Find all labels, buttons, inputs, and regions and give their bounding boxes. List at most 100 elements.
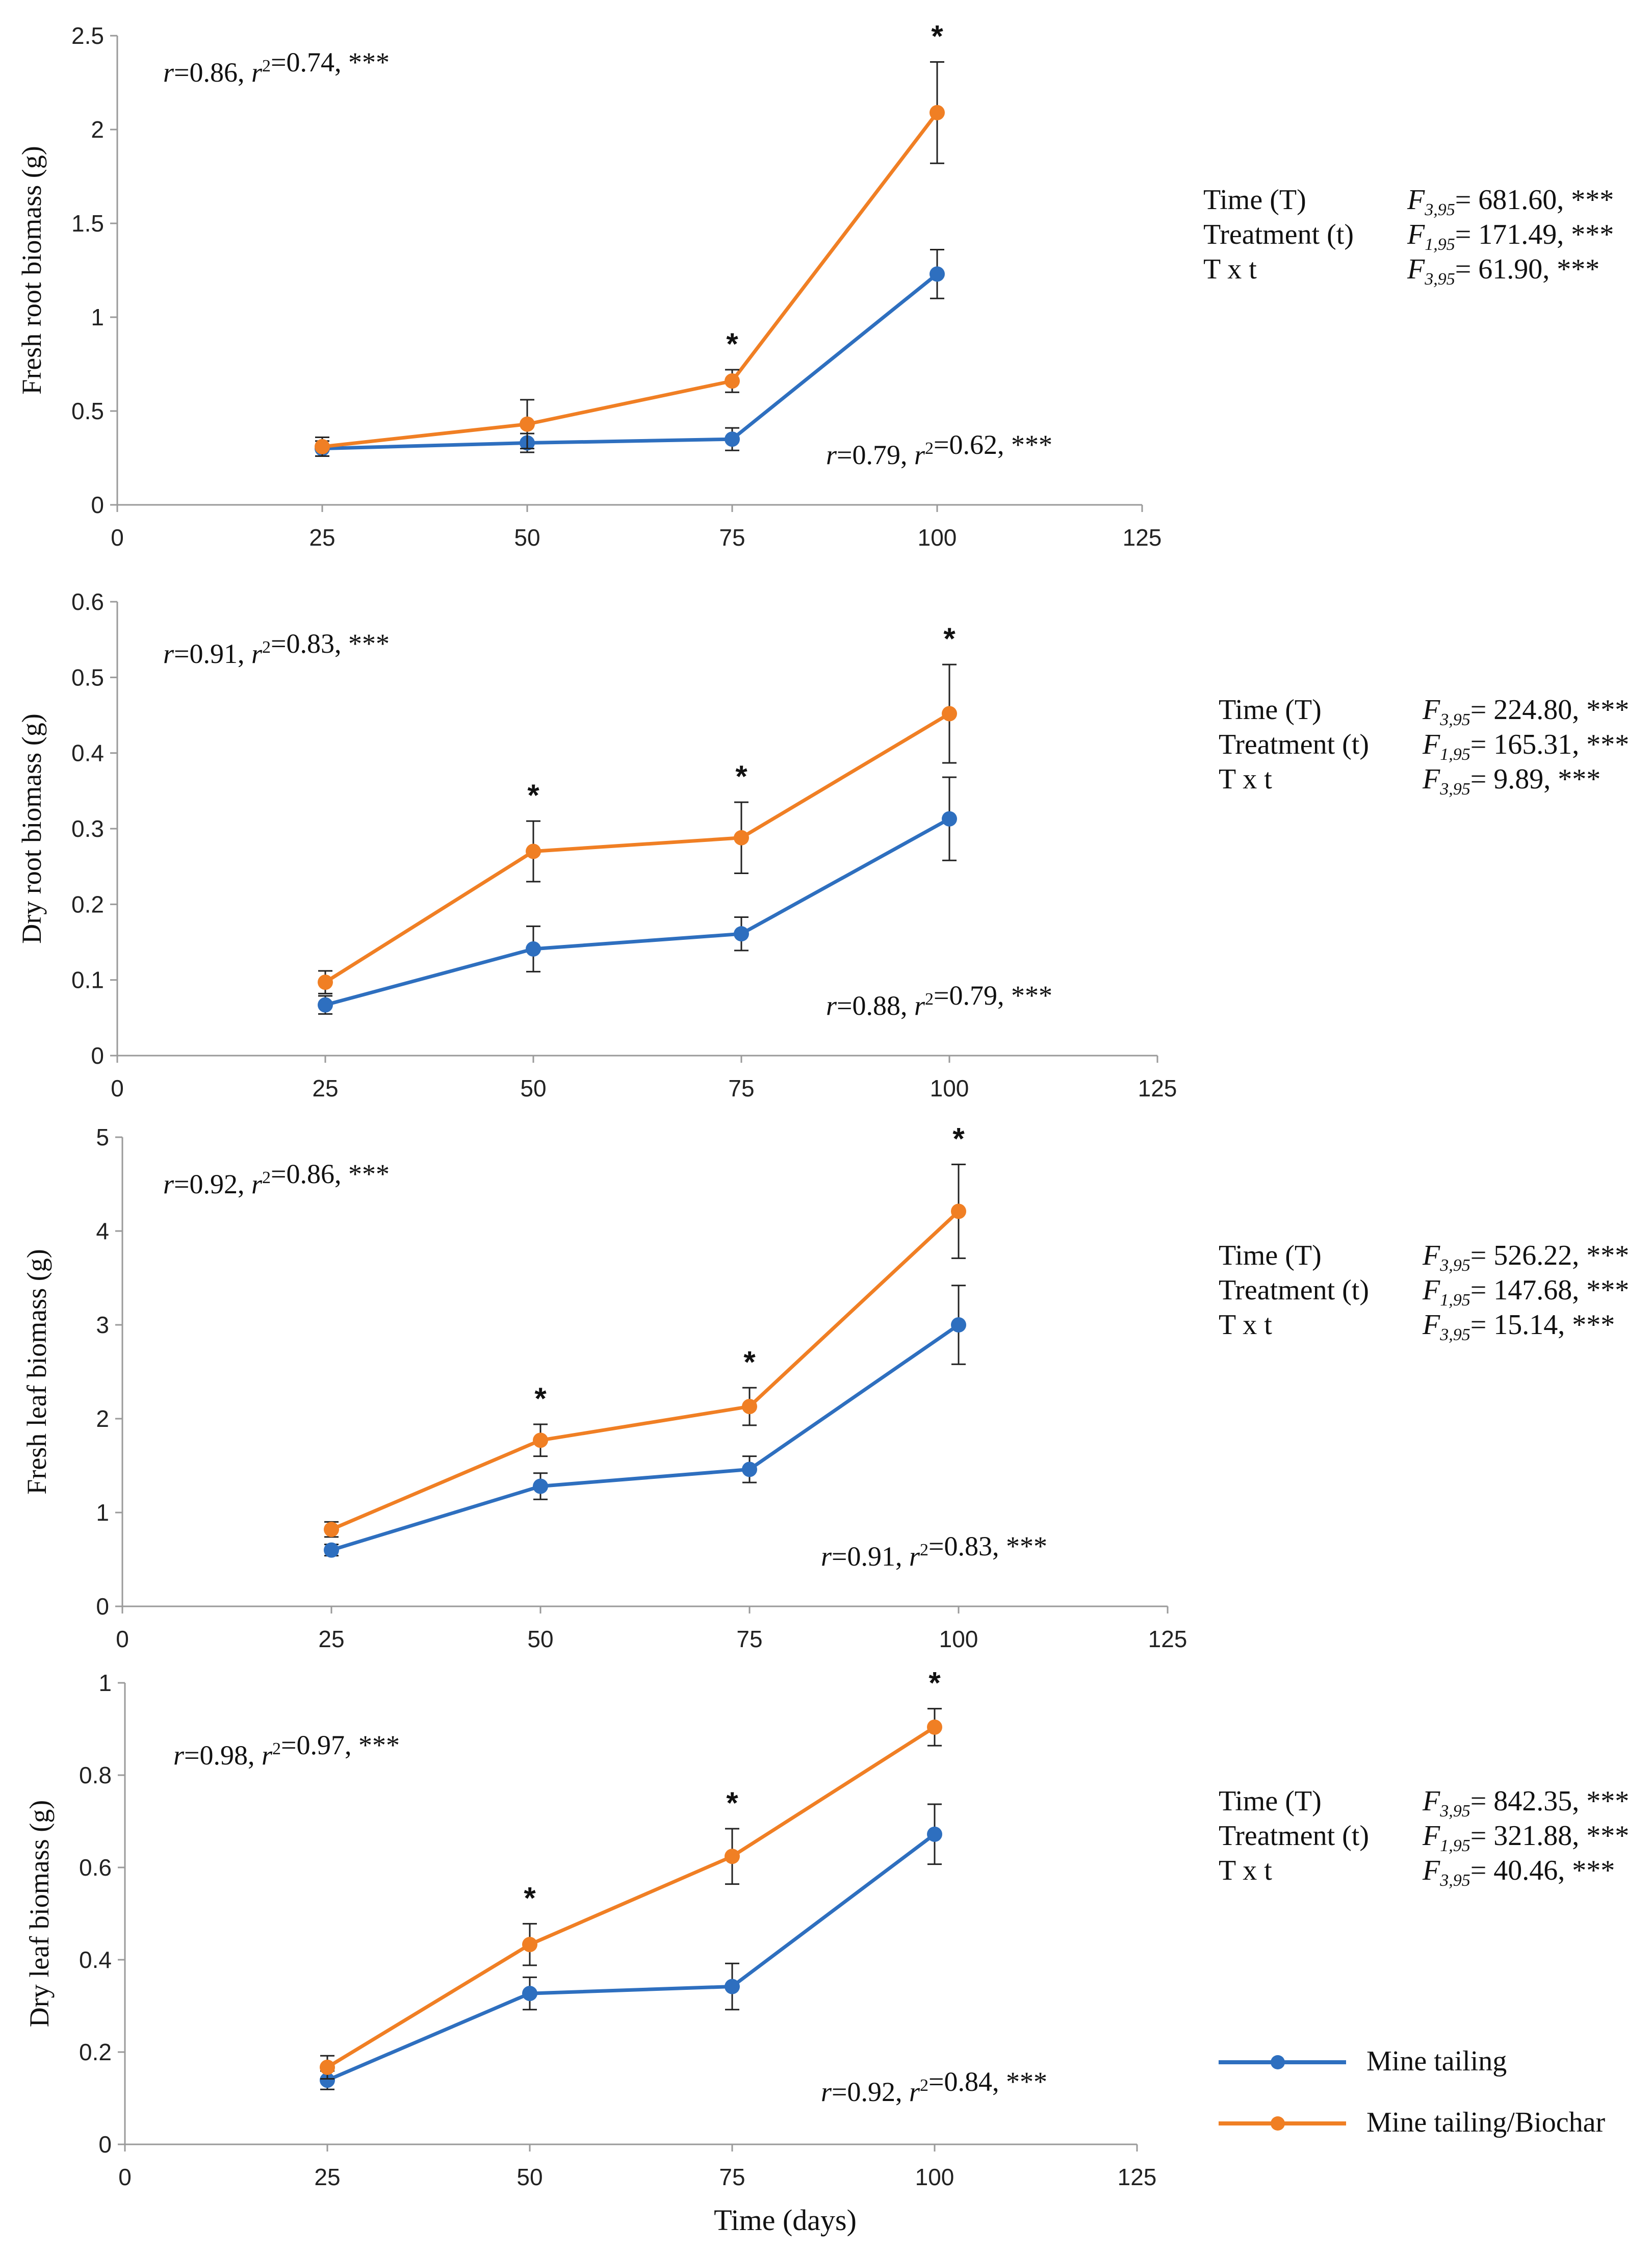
x-tick-label: 125 [1118,2164,1157,2190]
x-tick-label: 25 [309,524,335,551]
anova-row: T x t F3,95= 15.14, *** [1219,1309,1652,1344]
y-tick-label: 4 [96,1218,109,1244]
x-tick-label: 125 [1123,524,1162,551]
data-point-mine-tailing [324,1542,339,1558]
y-tick-label: 1 [91,304,104,330]
data-point-mine-tailing [942,811,957,827]
x-tick-label: 25 [312,1075,338,1102]
data-point-mine-tailing-biochar [930,105,945,120]
y-axis-label: Dry leaf biomass (g) [24,1800,55,2027]
x-axis-title: Time (days) [714,2204,857,2237]
data-point-mine-tailing-biochar [742,1399,757,1415]
y-tick-label: 0.5 [71,398,104,424]
x-tick-label: 75 [719,524,745,551]
y-tick-label: 0.4 [79,1946,112,1973]
x-tick-label: 100 [918,524,957,551]
anova-term: Time (T) [1203,184,1306,216]
data-point-mine-tailing [318,997,333,1013]
y-tick-label: 0.4 [71,740,104,766]
data-point-mine-tailing-biochar [324,1522,339,1538]
x-tick-label: 75 [719,2164,745,2190]
x-tick-label: 75 [736,1626,762,1652]
legend-label-mine-tailing: Mine tailing [1366,2045,1507,2077]
anova-term: Treatment (t) [1219,1274,1369,1306]
x-tick-label: 25 [318,1626,344,1652]
significance-marker: * [943,622,956,656]
anova-f-value: F3,95= 526.22, *** [1423,1240,1630,1275]
significance-marker: * [524,1881,536,1915]
anova-f-value: F1,95= 171.49, *** [1407,219,1614,254]
significance-marker: * [931,19,943,54]
data-point-mine-tailing [742,1462,757,1477]
data-point-mine-tailing-biochar [320,2059,335,2075]
data-point-mine-tailing-biochar [734,830,749,846]
stat-top: r=0.98, r2=0.97, *** [173,1730,400,1771]
x-tick-label: 75 [728,1075,754,1102]
anova-f-value: F3,95= 224.80, *** [1423,694,1630,730]
x-tick-label: 50 [514,524,540,551]
anova-row: Treatment (t) F1,95= 171.49, *** [1203,218,1652,254]
anova-term: T x t [1219,763,1272,795]
y-tick-label: 0 [98,2131,112,2158]
data-point-mine-tailing-biochar [526,843,541,859]
x-tick-label: 25 [314,2164,340,2190]
anova-f-value: F3,95= 9.89, *** [1423,763,1601,799]
x-tick-label: 125 [1138,1075,1177,1102]
y-tick-label: 0 [91,492,104,518]
series-line-mine-tailing-biochar [326,1725,936,2069]
data-point-mine-tailing [734,926,749,942]
data-point-mine-tailing-biochar [942,706,957,722]
data-point-mine-tailing-biochar [533,1432,548,1448]
legend-marker-mine-tailing-biochar [1271,2116,1285,2131]
significance-marker: * [928,1666,941,1700]
anova-row: Time (T) F3,95= 224.80, *** [1219,694,1652,729]
data-point-mine-tailing [526,941,541,957]
anova-f-value: F3,95= 842.35, *** [1423,1785,1630,1821]
legend-item-mine-tailing-biochar: Mine tailing/Biochar [1214,2101,1642,2147]
significance-marker: * [726,327,738,361]
anova-row: T x t F3,95= 9.89, *** [1219,763,1652,799]
y-tick-label: 1.5 [71,210,104,237]
anova-table: Time (T) F3,95= 526.22, *** Treatment (t) F… [1219,1239,1652,1351]
data-point-mine-tailing-biochar [951,1203,966,1219]
data-point-mine-tailing [927,1826,942,1842]
y-tick-label: 3 [96,1312,109,1338]
chart-panel-4: 0 0.2 0.4 0.6 0.8 1 0 25 50 75 100 125 Dry leaf biom… [24,1666,1157,2190]
anova-row: Treatment (t) F1,95= 321.88, *** [1219,1820,1652,1855]
data-point-mine-tailing-biochar [520,416,535,432]
series-line-mine-tailing [325,817,950,1007]
y-tick-label: 0.3 [71,815,104,842]
y-tick-label: 0.2 [79,2039,112,2065]
y-tick-label: 1 [96,1499,109,1526]
x-tick-label: 100 [915,2164,954,2190]
anova-term: T x t [1203,253,1257,285]
legend-marker-mine-tailing [1271,2055,1285,2069]
chart-panel-1: 0 0.5 1 1.5 2 2.5 0 25 50 75 100 125 Fresh root biom… [16,19,1162,551]
anova-row: Treatment (t) F1,95= 165.31, *** [1219,728,1652,764]
data-point-mine-tailing-biochar [522,1937,537,1953]
y-tick-label: 0 [96,1593,109,1620]
series-line-mine-tailing [326,1833,936,2082]
anova-f-value: F3,95= 40.46, *** [1423,1855,1615,1890]
anova-row: T x t F3,95= 61.90, *** [1203,253,1652,289]
x-tick-label: 100 [939,1626,978,1652]
y-tick-label: 0 [91,1042,104,1069]
x-tick-label: 125 [1148,1626,1188,1652]
anova-term: Time (T) [1219,1240,1322,1271]
series-line-mine-tailing [330,1323,960,1552]
x-tick-label: 0 [116,1626,129,1652]
stat-top: r=0.92, r2=0.86, *** [163,1159,390,1199]
anova-f-value: F3,95= 15.14, *** [1423,1309,1615,1345]
legend: Mine tailing Mine tailing/Biochar [1214,2040,1642,2172]
data-point-mine-tailing [725,1979,740,1994]
significance-marker: * [726,1786,738,1820]
anova-row: Treatment (t) F1,95= 147.68, *** [1219,1274,1652,1310]
y-tick-label: 0.8 [79,1762,112,1788]
data-point-mine-tailing-biochar [725,1849,740,1864]
anova-f-value: F1,95= 321.88, *** [1423,1820,1630,1856]
x-tick-label: 50 [517,2164,543,2190]
anova-row: Time (T) F3,95= 526.22, *** [1219,1239,1652,1275]
anova-term: T x t [1219,1309,1272,1341]
x-tick-label: 0 [118,2164,132,2190]
